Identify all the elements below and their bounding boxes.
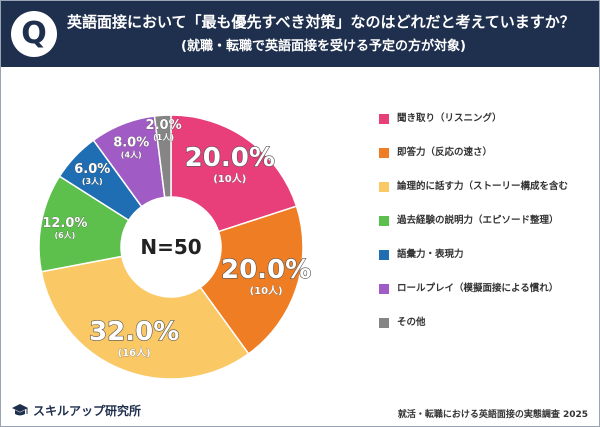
percent-label-3: 32.0% — [89, 317, 179, 347]
percent-label-2: 20.0% — [221, 255, 311, 285]
count-label-7: (1人) — [153, 132, 174, 142]
legend-item-7: その他 — [379, 317, 594, 351]
legend-item-4: 過去経験の説明力（エピソード整理） — [379, 215, 594, 249]
chart-legend: 聞き取り（リスニング） 即答力（反応の速さ） 論理的に話す力（ストーリー構成を含む過… — [379, 113, 594, 351]
pie-slice-2 — [199, 205, 304, 355]
count-label-1: (10人) — [213, 172, 246, 185]
legend-label: 語彙力・表現力 — [397, 249, 464, 260]
legend-label: 聞き取り（リスニング） — [397, 113, 502, 124]
legend-item-6: ロールプレイ（模擬面接による慣れ） — [379, 283, 594, 317]
legend-item-3: 論理的に話す力（ストーリー構成を含む — [379, 181, 594, 215]
legend-item-2: 即答力（反応の速さ） — [379, 147, 594, 181]
percent-label-5: 6.0% — [74, 162, 110, 177]
count-label-5: (3人) — [82, 176, 103, 186]
source-note: 就活・転職における英語面接の実態調査 2025 — [397, 410, 588, 420]
percent-label-4: 12.0% — [42, 216, 87, 231]
donut-chart: 20.0%(10人)20.0%(10人)32.0%(16人)12.0%(6人)6… — [38, 114, 312, 380]
pie-slice-3 — [40, 255, 250, 380]
percent-label-1: 20.0% — [185, 143, 275, 173]
count-label-3: (16人) — [118, 346, 151, 359]
question-badge: Q — [11, 11, 57, 57]
brand-name: スキルアップ研究所 — [33, 404, 142, 418]
legend-label: その他 — [397, 317, 426, 328]
count-label-6: (4人) — [121, 150, 142, 160]
legend-swatch — [379, 148, 389, 158]
legend-label: ロールプレイ（模擬面接による慣れ） — [397, 283, 559, 294]
legend-label: 過去経験の説明力（エピソード整理） — [397, 215, 559, 226]
percent-label-7: 2.0% — [146, 118, 182, 133]
legend-label: 即答力（反応の速さ） — [397, 147, 493, 158]
pie-slice-7 — [153, 114, 172, 199]
count-label-2: (10人) — [250, 284, 283, 297]
graduation-cap-icon — [12, 404, 28, 416]
count-label-4: (6人) — [54, 230, 75, 240]
legend-swatch — [379, 318, 389, 328]
legend-swatch — [379, 284, 389, 294]
legend-swatch — [379, 114, 389, 124]
percent-label-6: 8.0% — [113, 136, 149, 151]
legend-item-5: 語彙力・表現力 — [379, 249, 594, 283]
legend-label: 論理的に話す力（ストーリー構成を含む — [397, 181, 569, 192]
donut-center-label: N=50 — [140, 235, 201, 259]
legend-swatch — [379, 182, 389, 192]
legend-swatch — [379, 250, 389, 260]
question-title: 英語面接において「最も優先すべき対策」なのはどれだと考えていますか？ — [67, 13, 575, 31]
legend-swatch — [379, 216, 389, 226]
question-subtitle: (就職・転職で英語面接を受ける予定の方が対象) — [181, 39, 466, 54]
header-bar: Q 英語面接において「最も優先すべき対策」なのはどれだと考えていますか？ (就職… — [1, 1, 599, 67]
pie-slice-1 — [170, 114, 298, 233]
legend-item-1: 聞き取り（リスニング） — [379, 113, 594, 147]
